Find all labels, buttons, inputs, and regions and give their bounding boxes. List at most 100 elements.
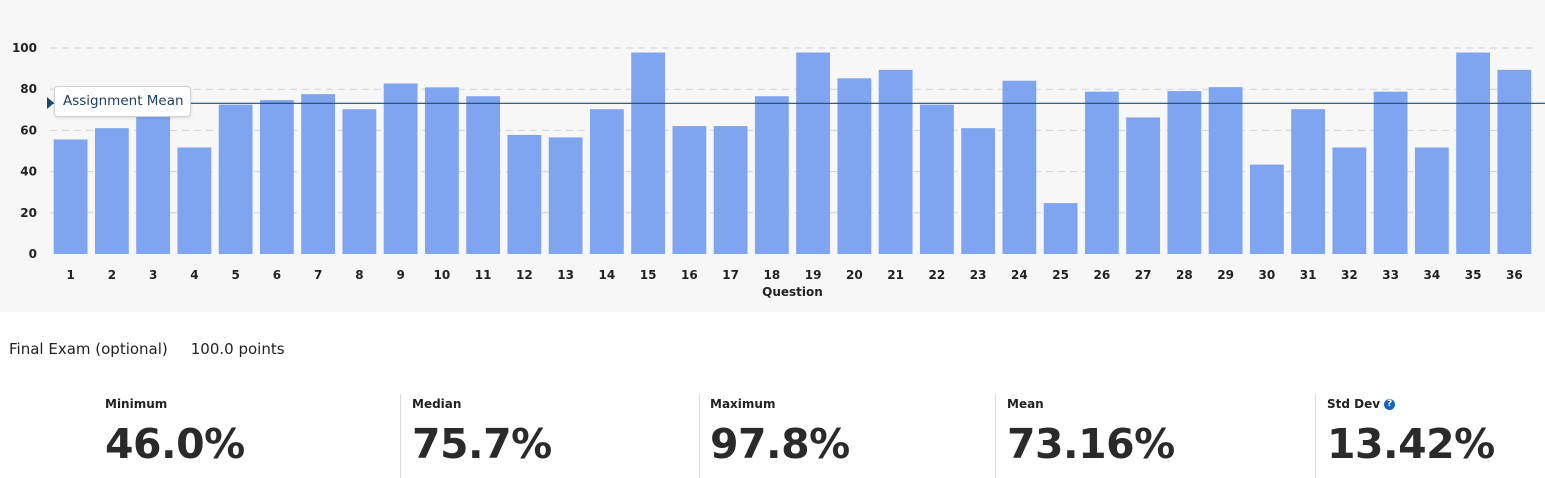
x-axis-label: Question <box>762 285 823 299</box>
bar <box>713 126 748 254</box>
x-tick-label: 23 <box>970 268 987 282</box>
stat-minimum-label: Minimum <box>105 397 168 411</box>
stat-std-dev-label-row: Std Dev ? <box>1327 397 1396 411</box>
x-tick-label: 17 <box>722 268 739 282</box>
assignment-summary: Final Exam (optional) 100.0 points <box>9 340 285 358</box>
x-tick-label: 8 <box>355 268 363 282</box>
x-tick-label: 7 <box>314 268 322 282</box>
stat-minimum-value: 46.0% <box>105 420 245 468</box>
x-tick-label: 16 <box>681 268 698 282</box>
x-tick-label: 29 <box>1217 268 1234 282</box>
x-tick-label: 19 <box>805 268 822 282</box>
x-tick-label: 4 <box>190 268 198 282</box>
bar <box>1291 109 1326 254</box>
x-tick-label: 31 <box>1300 268 1317 282</box>
bar <box>1332 147 1367 254</box>
bar <box>919 104 954 255</box>
x-tick-label: 5 <box>231 268 239 282</box>
bar <box>1249 164 1284 254</box>
x-tick-label: 27 <box>1135 268 1152 282</box>
stat-std-dev: Std Dev ? 13.42% <box>1315 394 1495 478</box>
x-tick-label: 10 <box>434 268 451 282</box>
stat-mean-value: 73.16% <box>1007 420 1175 468</box>
y-tick-label: 80 <box>20 82 37 96</box>
x-tick-label: 33 <box>1382 268 1399 282</box>
stat-maximum-value: 97.8% <box>710 420 850 468</box>
x-tick-label: 1 <box>66 268 74 282</box>
x-tick-label: 6 <box>273 268 281 282</box>
bar <box>1208 87 1243 254</box>
bar <box>301 94 336 254</box>
bar <box>53 139 88 254</box>
bar <box>961 128 996 254</box>
bar <box>1126 117 1161 254</box>
bar <box>548 137 583 254</box>
bar <box>1084 91 1119 254</box>
question-circle-icon[interactable]: ? <box>1384 398 1396 410</box>
x-tick-label: 3 <box>149 268 157 282</box>
mean-tooltip-label: Assignment Mean <box>63 93 184 109</box>
bar <box>837 78 872 254</box>
stat-median-label: Median <box>412 397 462 411</box>
bar <box>136 116 171 255</box>
bar <box>259 100 294 254</box>
bar <box>589 109 624 254</box>
bar <box>796 52 831 255</box>
x-tick-label: 30 <box>1259 268 1276 282</box>
x-tick-label: 36 <box>1506 268 1523 282</box>
bar <box>754 96 789 254</box>
x-tick-label: 34 <box>1424 268 1441 282</box>
bar <box>1002 80 1037 254</box>
x-tick-label: 18 <box>764 268 781 282</box>
bar <box>1167 91 1202 254</box>
stat-median-value: 75.7% <box>412 420 552 468</box>
x-tick-label: 22 <box>929 268 946 282</box>
x-tick-label: 13 <box>557 268 574 282</box>
question-chart-panel: 0 20 40 60 80 100 1 2 3 4 5 6 7 8 9 10 11 12 13 14 15 16 17 18 1… <box>11 41 1545 299</box>
x-tick-label: 11 <box>475 268 492 282</box>
bar <box>1497 69 1532 254</box>
x-tick-label: 12 <box>516 268 533 282</box>
bar <box>383 83 418 254</box>
bar <box>342 109 377 254</box>
stat-std-dev-value: 13.42% <box>1327 420 1495 468</box>
mean-tooltip: Assignment Mean <box>54 86 191 117</box>
bar <box>1414 147 1449 254</box>
stat-maximum-label: Maximum <box>710 397 776 411</box>
stat-maximum: Maximum 97.8% <box>699 394 850 478</box>
x-tick-label: 32 <box>1341 268 1358 282</box>
stat-median: Median 75.7% <box>400 394 552 478</box>
assignment-name: Final Exam (optional) <box>9 340 168 358</box>
x-tick-label: 2 <box>108 268 116 282</box>
bar <box>1043 203 1078 254</box>
x-tick-label: 15 <box>640 268 657 282</box>
bar <box>631 52 666 255</box>
bar <box>424 87 459 254</box>
x-tick-label: 9 <box>396 268 404 282</box>
y-tick-label: 40 <box>20 165 37 179</box>
x-tick-label: 24 <box>1011 268 1028 282</box>
x-tick-label: 25 <box>1052 268 1069 282</box>
x-tick-label: 20 <box>846 268 863 282</box>
x-tick-label: 14 <box>599 268 616 282</box>
bar <box>1373 91 1408 254</box>
bar <box>177 147 212 254</box>
y-tick-label: 60 <box>20 123 37 137</box>
bar <box>94 128 129 254</box>
stat-mean-label: Mean <box>1007 397 1044 411</box>
bar <box>218 104 253 255</box>
y-tick-label: 100 <box>12 41 37 55</box>
bar <box>466 96 501 254</box>
bar <box>507 134 542 254</box>
x-tick-label: 21 <box>887 268 904 282</box>
y-tick-label: 20 <box>20 206 37 220</box>
assignment-points: 100.0 points <box>190 340 285 358</box>
x-tick-label: 28 <box>1176 268 1193 282</box>
x-tick-label: 35 <box>1465 268 1482 282</box>
bar <box>1456 52 1491 255</box>
bar <box>878 69 913 254</box>
bar <box>672 126 707 254</box>
stat-mean: Mean 73.16% <box>995 394 1175 478</box>
y-tick-label: 0 <box>29 247 37 261</box>
